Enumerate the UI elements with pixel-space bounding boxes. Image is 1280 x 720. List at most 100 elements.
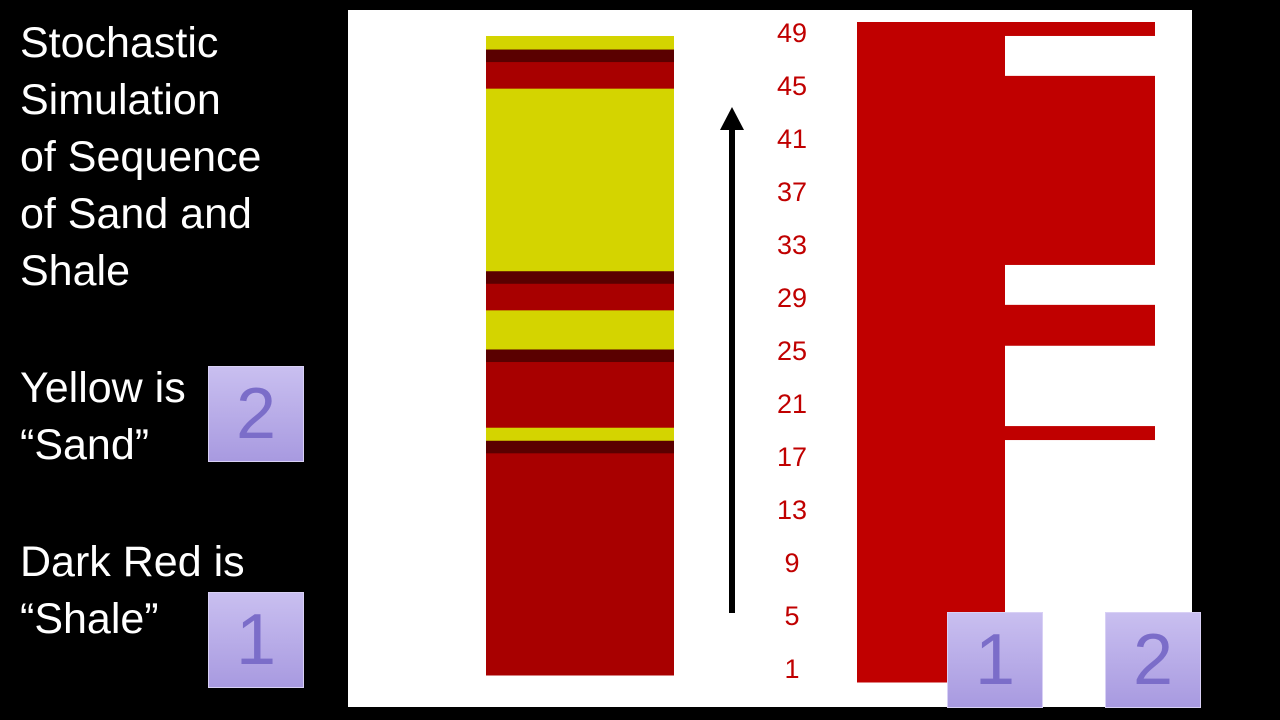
axis-label: 13 — [777, 495, 807, 525]
step-bar — [857, 156, 1155, 171]
layer — [486, 257, 674, 272]
layer — [486, 401, 674, 415]
title-line: of Sequence — [20, 133, 262, 181]
step-bar — [857, 210, 1155, 225]
step-bar — [857, 170, 1155, 185]
layer — [486, 153, 674, 167]
axis-label: 5 — [784, 601, 799, 631]
layer — [486, 88, 674, 102]
step-bar — [857, 197, 1155, 212]
step-bar — [857, 587, 1005, 602]
step-bar — [857, 237, 1155, 252]
step-bar — [857, 506, 1005, 521]
axis-label: 25 — [777, 336, 807, 366]
layer — [486, 531, 674, 546]
step-bar — [857, 372, 1005, 387]
layer — [486, 62, 674, 76]
layer — [486, 231, 674, 246]
step-bar — [857, 358, 1005, 373]
legend-text: “Shale” — [20, 595, 159, 643]
layer — [486, 596, 674, 611]
shale-edge — [486, 440, 674, 454]
step-bar — [857, 479, 1005, 494]
axis-label: 37 — [777, 177, 807, 207]
shale-edge — [486, 348, 674, 363]
layer — [486, 375, 674, 389]
layer — [486, 492, 674, 506]
layer — [486, 427, 674, 441]
step-bar — [857, 547, 1005, 562]
step-bar — [857, 399, 1005, 414]
title-line: Shale — [20, 247, 130, 295]
layer — [486, 583, 674, 598]
step-bar — [857, 560, 1005, 575]
code-box: 1 — [208, 592, 304, 688]
layer — [486, 166, 674, 180]
layer — [486, 205, 674, 220]
layer — [486, 635, 674, 650]
step-bar — [857, 574, 1005, 589]
layer — [486, 570, 674, 585]
shale-edge — [486, 270, 674, 284]
step-bar — [857, 304, 1155, 319]
step-bar — [857, 426, 1155, 441]
layer — [486, 140, 674, 154]
step-bar — [857, 102, 1155, 117]
step-bar — [857, 520, 1005, 535]
state-box: 2 — [1105, 612, 1201, 708]
step-bar — [857, 22, 1155, 36]
axis-label: 41 — [777, 124, 807, 154]
layer — [486, 362, 674, 376]
step-bar — [857, 439, 1005, 454]
axis-label: 9 — [784, 548, 799, 578]
axis-label: 33 — [777, 230, 807, 260]
step-bar — [857, 48, 1005, 63]
layer — [486, 335, 674, 350]
step-bar — [857, 291, 1005, 306]
axis-label: 49 — [777, 18, 807, 48]
step-bar — [857, 250, 1155, 265]
legend-text: “Sand” — [20, 421, 150, 469]
step-bar — [857, 129, 1155, 144]
legend-text: Yellow is — [20, 364, 186, 412]
layer — [486, 36, 674, 50]
step-bar — [857, 224, 1155, 239]
layer — [486, 114, 674, 128]
step-bar — [857, 143, 1155, 158]
layer — [486, 466, 674, 480]
shale-edge — [486, 49, 674, 63]
title-line: Simulation — [20, 76, 221, 124]
step-bar — [857, 493, 1005, 508]
axis-label: 45 — [777, 71, 807, 101]
layer — [486, 518, 674, 533]
layer — [486, 101, 674, 115]
layer — [486, 322, 674, 337]
step-bar — [857, 183, 1155, 198]
layer — [486, 192, 674, 207]
layer — [486, 127, 674, 141]
step-bar — [857, 35, 1005, 50]
layer — [486, 479, 674, 493]
layer — [486, 309, 674, 324]
layer — [486, 453, 674, 467]
layer — [486, 648, 674, 663]
step-bar — [857, 345, 1005, 360]
layer — [486, 75, 674, 89]
arrow-head — [720, 107, 744, 130]
step-bar — [857, 277, 1005, 292]
step-bar — [857, 412, 1005, 427]
layer — [486, 244, 674, 259]
layer — [486, 296, 674, 311]
state-box: 1 — [947, 612, 1043, 708]
step-bar — [857, 466, 1005, 481]
step-bar — [857, 116, 1155, 131]
layer — [486, 557, 674, 572]
layer — [486, 179, 674, 193]
layer — [486, 609, 674, 624]
code-box: 2 — [208, 366, 304, 462]
step-bar — [857, 533, 1005, 548]
step-bar — [857, 331, 1155, 346]
step-bar — [857, 385, 1005, 400]
